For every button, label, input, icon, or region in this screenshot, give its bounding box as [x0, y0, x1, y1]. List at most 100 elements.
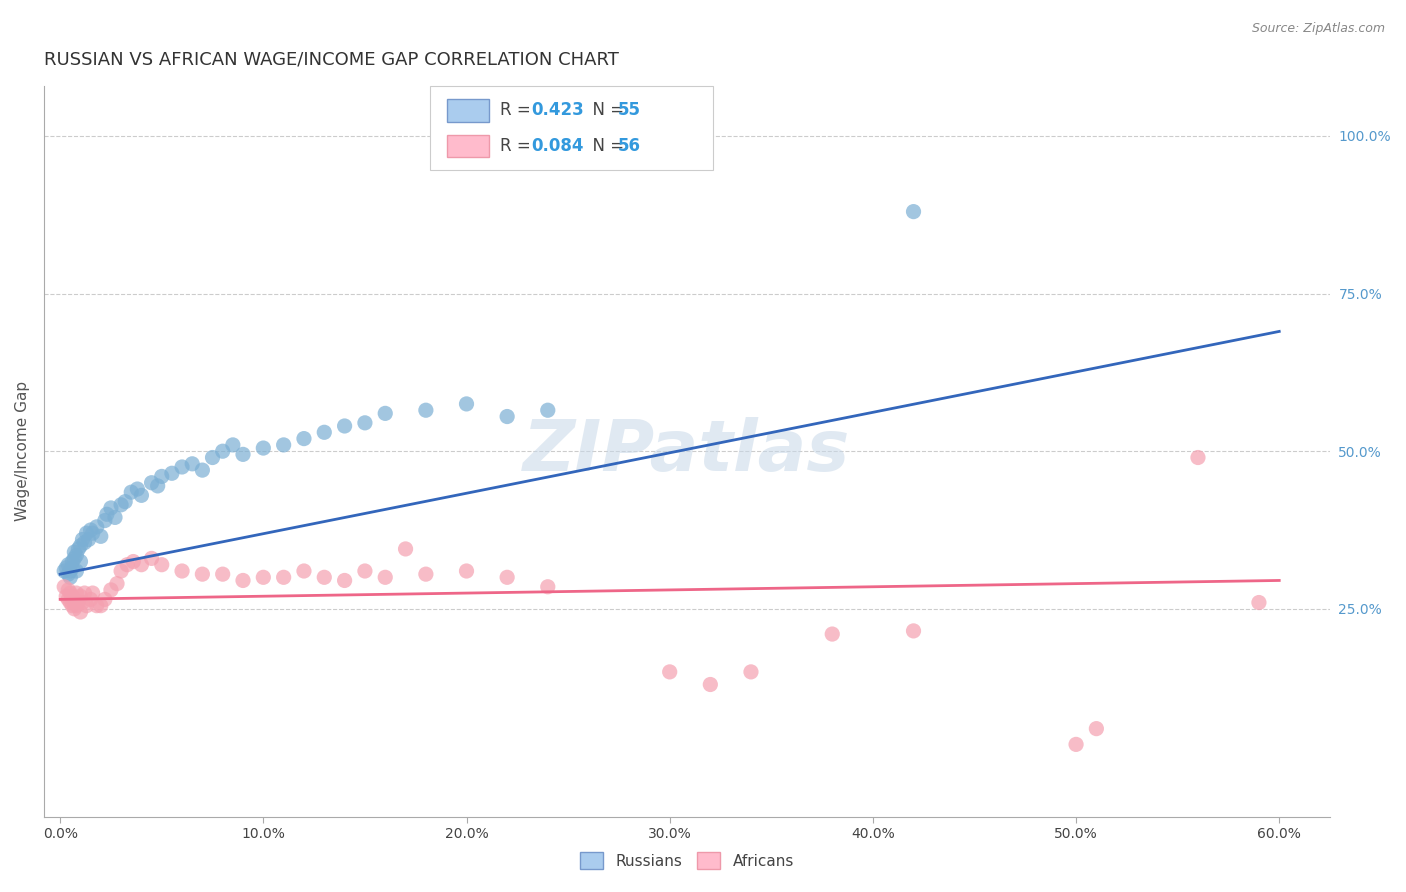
Point	[58, 582, 80, 597]
Point	[90, 529, 112, 543]
Text: RUSSIAN VS AFRICAN WAGE/INCOME GAP CORRELATION CHART: RUSSIAN VS AFRICAN WAGE/INCOME GAP CORRE…	[44, 51, 619, 69]
Text: N =: N =	[582, 137, 628, 155]
Text: N =: N =	[582, 102, 628, 120]
Text: 56: 56	[619, 137, 641, 155]
Point	[60, 589, 83, 603]
Point	[86, 520, 108, 534]
Point	[69, 589, 91, 603]
Point	[496, 570, 519, 584]
Point	[100, 582, 122, 597]
Point	[131, 558, 153, 572]
Point	[104, 510, 127, 524]
Point	[58, 592, 80, 607]
Point	[131, 488, 153, 502]
Point	[82, 586, 104, 600]
Point	[903, 624, 925, 638]
Text: 0.423: 0.423	[531, 102, 583, 120]
Point	[314, 425, 336, 440]
Point	[73, 535, 96, 549]
Point	[90, 599, 112, 613]
Text: 55: 55	[619, 102, 641, 120]
Point	[105, 576, 128, 591]
Point	[72, 533, 94, 547]
Point	[115, 558, 138, 572]
Point	[114, 494, 136, 508]
Point	[537, 580, 560, 594]
Point	[59, 564, 82, 578]
Point	[537, 403, 560, 417]
Point	[94, 592, 117, 607]
Text: 0.084: 0.084	[531, 137, 583, 155]
Point	[110, 498, 132, 512]
Point	[292, 564, 315, 578]
Point	[273, 438, 295, 452]
Point	[160, 467, 183, 481]
Point	[55, 589, 77, 603]
Point	[146, 479, 169, 493]
Point	[252, 570, 274, 584]
Point	[232, 574, 254, 588]
Point	[456, 564, 478, 578]
Point	[170, 564, 193, 578]
Point	[63, 592, 86, 607]
Point	[67, 541, 90, 556]
Point	[53, 580, 76, 594]
Point	[60, 555, 83, 569]
Point	[59, 595, 82, 609]
Point	[222, 438, 245, 452]
Text: ZIPatlas: ZIPatlas	[523, 417, 851, 486]
Point	[100, 500, 122, 515]
Point	[65, 599, 87, 613]
Point	[65, 548, 87, 562]
Text: R =: R =	[501, 102, 536, 120]
Point	[120, 485, 142, 500]
Point	[73, 586, 96, 600]
Point	[314, 570, 336, 584]
Point	[191, 567, 214, 582]
Point	[232, 447, 254, 461]
Point	[127, 482, 149, 496]
Point	[58, 567, 80, 582]
Point	[79, 523, 101, 537]
Point	[333, 574, 356, 588]
Point	[96, 508, 118, 522]
Point	[63, 602, 86, 616]
Point	[415, 403, 437, 417]
Point	[77, 533, 100, 547]
Point	[740, 665, 762, 679]
Point	[292, 432, 315, 446]
Point	[141, 475, 163, 490]
Point	[903, 204, 925, 219]
Point	[273, 570, 295, 584]
Point	[1064, 738, 1087, 752]
Point	[1085, 722, 1108, 736]
Point	[60, 599, 83, 613]
Point	[354, 416, 377, 430]
Point	[76, 526, 98, 541]
Point	[191, 463, 214, 477]
Point	[60, 561, 83, 575]
Point	[53, 564, 76, 578]
Point	[821, 627, 844, 641]
Point	[374, 570, 396, 584]
Point	[76, 599, 98, 613]
Point	[59, 586, 82, 600]
Point	[211, 444, 233, 458]
Point	[110, 564, 132, 578]
Point	[86, 599, 108, 613]
Point	[94, 514, 117, 528]
Point	[211, 567, 233, 582]
Point	[150, 558, 173, 572]
Point	[72, 595, 94, 609]
Point	[141, 551, 163, 566]
Point	[374, 406, 396, 420]
Point	[170, 460, 193, 475]
Point	[354, 564, 377, 578]
Point	[201, 450, 224, 465]
Point	[55, 561, 77, 575]
Point	[1247, 595, 1270, 609]
Point	[496, 409, 519, 424]
Point	[150, 469, 173, 483]
Point	[658, 665, 681, 679]
Point	[63, 551, 86, 566]
